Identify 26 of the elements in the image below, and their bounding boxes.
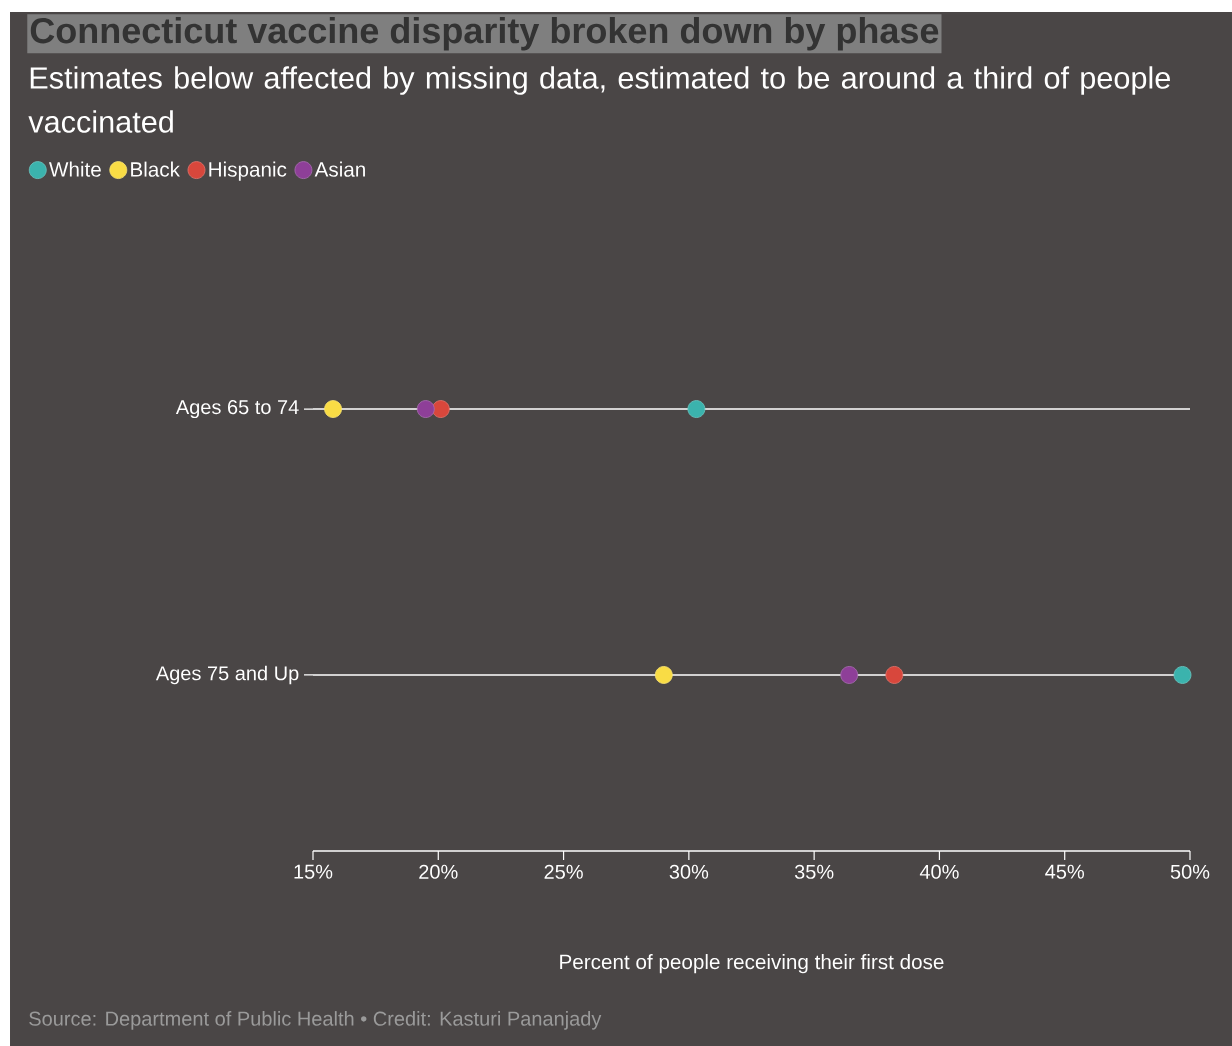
- legend-label: Black: [131, 161, 180, 177]
- x-tick-label: 45%: [1045, 864, 1084, 879]
- point: [840, 666, 859, 684]
- chart-subtitle: Estimates below affected by missing data, estimated to be around a third of people vaccinated: [28, 66, 1170, 133]
- point: [431, 400, 450, 418]
- y-tick-label: Ages 65 to 74: [175, 399, 299, 419]
- x-tick-label: 20%: [419, 864, 458, 879]
- x-tick-label: 25%: [544, 864, 583, 879]
- x-tick-label: 35%: [794, 864, 834, 879]
- legend-label: Asian: [314, 161, 365, 177]
- chart-title: Connecticut vaccine disparity broken down by phase: [30, 16, 939, 51]
- legend-label: White: [49, 161, 101, 177]
- x-axis-title: Percent of people receiving their first dose: [560, 954, 944, 974]
- point: [1173, 666, 1192, 684]
- x-tick-label: 40%: [919, 864, 959, 879]
- legend-label: Hispanic: [209, 161, 287, 181]
- x-tick-label: 15%: [294, 864, 333, 879]
- point: [416, 400, 435, 418]
- x-tick-label: 30%: [669, 864, 709, 879]
- y-tick-label: Ages 75 and Up: [155, 665, 299, 685]
- point: [885, 666, 904, 684]
- point: [324, 400, 342, 418]
- x-tick-label: 50%: [1170, 864, 1210, 879]
- source-note: Source: Department of Public Health • Credit: Kasturi Pananjady: [29, 1011, 602, 1030]
- point: [687, 400, 706, 418]
- point: [654, 666, 673, 684]
